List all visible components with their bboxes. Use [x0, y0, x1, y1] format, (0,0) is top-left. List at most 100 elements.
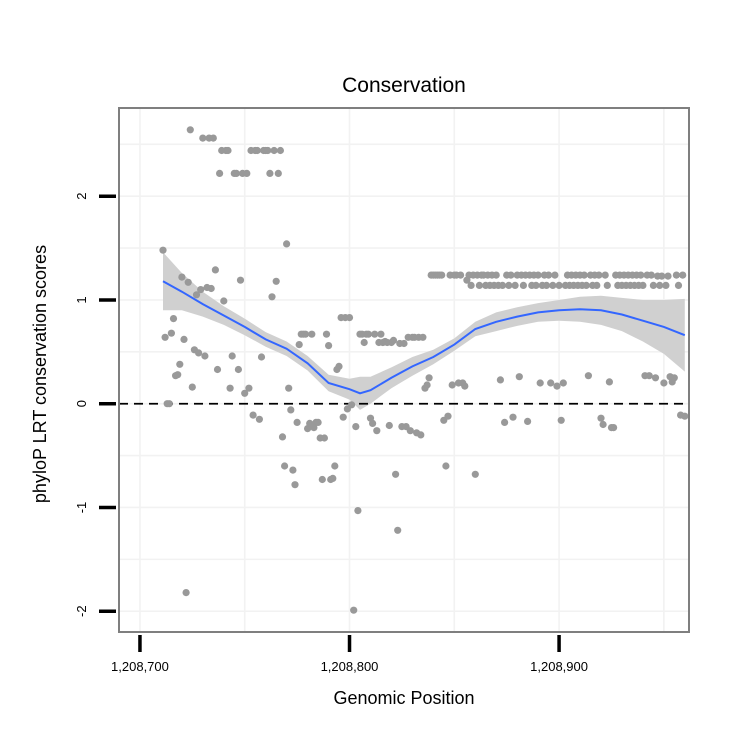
data-point [423, 381, 431, 389]
data-point [226, 384, 234, 392]
data-point [241, 389, 249, 397]
data-point [400, 339, 408, 348]
data-point [601, 271, 609, 279]
data-point [245, 384, 253, 392]
data-point [345, 314, 354, 322]
data-point [352, 423, 360, 431]
data-point [253, 146, 261, 155]
data-point [325, 342, 333, 350]
data-point [209, 134, 217, 142]
data-point [182, 589, 190, 597]
data-point [542, 281, 551, 289]
data-point [195, 349, 203, 357]
data-point [658, 272, 666, 280]
data-point [639, 281, 647, 289]
data-point [637, 271, 645, 279]
data-point [385, 421, 393, 430]
data-point [278, 433, 287, 441]
data-point [249, 411, 257, 419]
data-point [257, 353, 266, 361]
data-point [348, 401, 356, 409]
data-point [207, 284, 215, 293]
data-point [243, 169, 251, 177]
data-point [266, 169, 274, 177]
data-point [406, 427, 414, 435]
data-point [364, 330, 372, 338]
data-point [285, 384, 293, 392]
data-point [322, 330, 331, 338]
plot-frame [118, 107, 690, 633]
data-point [220, 297, 228, 305]
data-point [664, 272, 672, 280]
data-point [471, 470, 479, 478]
data-point [392, 470, 400, 478]
y-tick-label: 1 [74, 296, 89, 303]
data-point [438, 271, 446, 279]
data-point [582, 281, 590, 289]
data-point [373, 427, 381, 435]
data-point [656, 281, 664, 289]
data-point [559, 379, 567, 387]
data-point [274, 169, 282, 177]
y-tick-label: 2 [74, 193, 89, 200]
data-point [457, 271, 465, 279]
data-point [605, 378, 614, 386]
data-point [314, 418, 322, 426]
data-point [534, 271, 542, 279]
data-point [201, 352, 209, 360]
data-point [448, 381, 456, 389]
data-point [165, 400, 173, 408]
data-point [291, 481, 299, 489]
data-point [536, 379, 544, 387]
data-point [354, 507, 362, 515]
data-point [597, 414, 605, 422]
data-point [647, 271, 655, 279]
y-axis-label: phyloP LRT conservation scores [30, 245, 50, 503]
data-point [272, 277, 280, 285]
data-point [672, 271, 681, 279]
data-point [178, 273, 186, 281]
data-point [377, 330, 385, 338]
data-point [268, 293, 276, 301]
data-point [425, 374, 433, 382]
x-tick-label: 1,208,900 [530, 659, 588, 674]
chart-title: Conservation [342, 74, 466, 97]
data-point [276, 146, 284, 155]
data-point [192, 291, 201, 299]
data-point [660, 379, 668, 387]
data-point [442, 462, 450, 470]
data-point [308, 330, 316, 338]
data-point [389, 336, 398, 344]
data-points [159, 126, 689, 614]
data-point [339, 413, 347, 421]
data-point [281, 462, 289, 470]
data-point [180, 335, 188, 343]
data-point [498, 281, 507, 289]
data-point [509, 413, 517, 421]
data-point [595, 271, 603, 279]
data-point [318, 475, 326, 484]
data-point [331, 462, 339, 470]
data-point [301, 330, 310, 338]
data-point [186, 126, 194, 134]
data-point [505, 281, 513, 289]
data-point [553, 382, 561, 390]
data-point [264, 146, 272, 155]
y-tick-label: 0 [74, 400, 89, 407]
data-point [475, 281, 483, 289]
data-point [169, 315, 178, 323]
data-point [289, 466, 297, 474]
data-point [360, 338, 368, 347]
data-point [167, 329, 175, 337]
data-point [255, 415, 263, 423]
y-tick-label: -2 [74, 605, 89, 617]
data-point [369, 419, 377, 427]
data-point [467, 281, 475, 289]
data-point [234, 365, 242, 374]
data-point [679, 271, 687, 279]
data-point [224, 146, 232, 155]
data-point [329, 474, 337, 482]
data-point [188, 383, 196, 391]
data-point [674, 281, 683, 289]
